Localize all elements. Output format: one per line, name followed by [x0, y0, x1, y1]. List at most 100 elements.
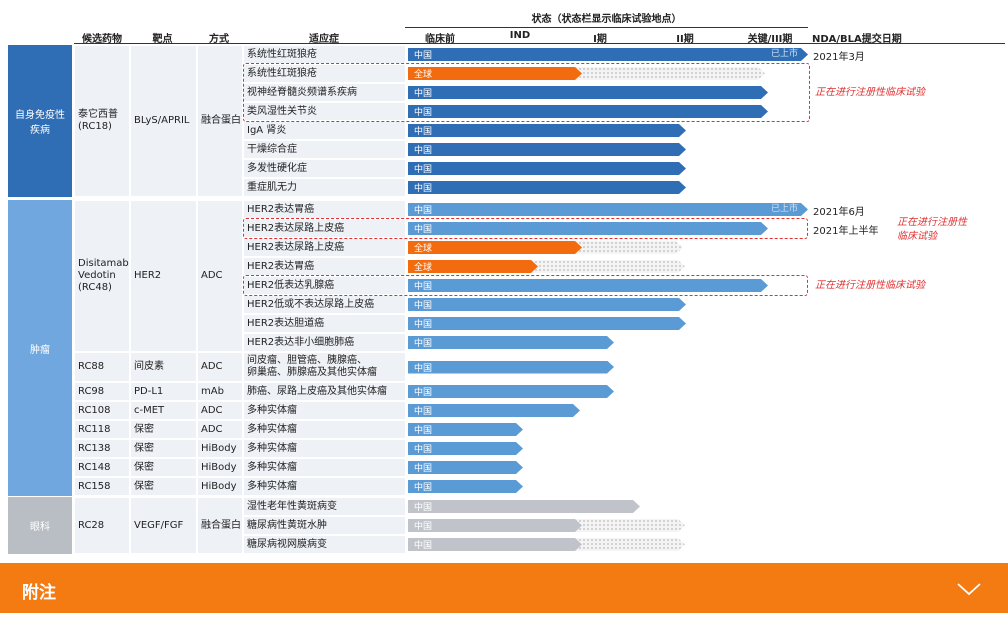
highlight-box: [243, 275, 808, 296]
footer-title: 附注: [22, 583, 56, 603]
indication-cell: IgA 肾炎: [243, 121, 406, 140]
area-box: 眼科: [8, 497, 72, 554]
nda-title: NDA/BLA提交日期: [812, 34, 902, 45]
progress-bar: 中国: [408, 538, 582, 551]
drug-cell: Disitamab Vedotin (RC48): [74, 200, 130, 352]
indication-cell: 湿性老年性黄斑病变: [243, 497, 406, 516]
progress-bar: 中国: [408, 404, 580, 417]
progress-bar: 中国: [408, 181, 686, 194]
indication-cell: 多发性硬化症: [243, 159, 406, 178]
progress-bar: 中国: [408, 480, 523, 493]
indication-cell: 多种实体瘤: [243, 477, 406, 496]
progress-bar: 中国: [408, 385, 614, 398]
target-cell: HER2: [130, 200, 197, 352]
status-label: 已上市: [770, 204, 798, 214]
indication-cell: 多种实体瘤: [243, 458, 406, 477]
progress-bar: 中国: [408, 279, 768, 292]
column-header: 候选药物: [82, 34, 122, 45]
status-title: 状态（状态栏显示临床试验地点）: [531, 14, 682, 25]
drug-cell: RC108: [74, 401, 130, 420]
modality-cell: mAb: [197, 382, 243, 401]
highlight-box: [243, 218, 808, 239]
indication-cell: 间皮瘤、胆管癌、胰腺癌、 卵巢癌、肺腺癌及其他实体瘤: [243, 352, 406, 382]
stage-label: I期: [593, 34, 607, 45]
drug-cell: RC118: [74, 420, 130, 439]
indication-cell: 重症肌无力: [243, 178, 406, 197]
stage-label: II期: [676, 34, 694, 45]
planned-extension: [574, 67, 765, 80]
column-header: 方式: [209, 34, 229, 45]
modality-cell: 融合蛋白: [197, 497, 243, 554]
indication-cell: 肺癌、尿路上皮癌及其他实体瘤: [243, 382, 406, 401]
nda-date: 2021年6月: [813, 207, 865, 218]
modality-cell: HiBody: [197, 477, 243, 496]
note-text: 正在进行注册性临床试验: [815, 279, 925, 291]
header-rule: [74, 43, 1005, 44]
modality-cell: ADC: [197, 352, 243, 382]
drug-cell: RC98: [74, 382, 130, 401]
highlight-box: [243, 63, 810, 122]
indication-cell: 糖尿病视网膜病变: [243, 535, 406, 554]
indication-cell: HER2表达胃癌: [243, 200, 406, 219]
planned-extension: [574, 241, 683, 254]
indication-cell: 系统性红斑狼疮: [243, 45, 406, 64]
indication-cell: 干燥综合症: [243, 140, 406, 159]
header-rule: [405, 27, 808, 28]
progress-bar: 中国: [408, 162, 686, 175]
indication-cell: 糖尿病性黄斑水肿: [243, 516, 406, 535]
modality-cell: HiBody: [197, 439, 243, 458]
modality-cell: HiBody: [197, 458, 243, 477]
drug-cell: RC158: [74, 477, 130, 496]
drug-cell: RC88: [74, 352, 130, 382]
note-text: 正在进行注册性临床试验: [815, 86, 925, 98]
status-label: 已上市: [770, 49, 798, 59]
progress-bar: 全球: [408, 260, 538, 273]
drug-cell: RC138: [74, 439, 130, 458]
footer-bar[interactable]: 附注: [0, 563, 1008, 613]
target-cell: c-MET: [130, 401, 197, 420]
indication-cell: HER2表达尿路上皮癌: [243, 238, 406, 257]
progress-bar: 中国: [408, 442, 523, 455]
progress-bar: 中国: [408, 105, 768, 118]
column-header: 适应症: [309, 34, 339, 45]
progress-bar: 中国: [408, 423, 523, 436]
column-header: 靶点: [152, 34, 173, 45]
progress-bar: 全球: [408, 241, 582, 254]
target-cell: VEGF/FGF: [130, 497, 197, 554]
stage-label: 关键/III期: [747, 34, 793, 45]
area-box: 肿瘤: [8, 200, 72, 496]
progress-bar: 中国: [408, 143, 686, 156]
progress-bar: 中国: [408, 500, 640, 513]
stage-label: 临床前: [425, 34, 455, 45]
target-cell: 保密: [130, 458, 197, 477]
target-cell: 间皮素: [130, 352, 197, 382]
progress-bar: 中国: [408, 361, 614, 374]
progress-bar: 全球: [408, 67, 582, 80]
indication-cell: HER2低表达乳腺癌: [243, 276, 406, 295]
target-cell: 保密: [130, 477, 197, 496]
drug-cell: RC148: [74, 458, 130, 477]
modality-cell: 融合蛋白: [197, 45, 243, 197]
drug-cell: RC28: [74, 497, 130, 554]
progress-bar: 中国: [408, 222, 768, 235]
indication-cell: 多种实体瘤: [243, 401, 406, 420]
modality-cell: ADC: [197, 420, 243, 439]
target-cell: PD-L1: [130, 382, 197, 401]
progress-bar: 中国: [408, 298, 686, 311]
progress-bar: 中国: [408, 336, 614, 349]
modality-cell: ADC: [197, 401, 243, 420]
nda-date: 2021年3月: [813, 52, 865, 63]
progress-bar: 中国: [408, 48, 808, 61]
drug-cell: 泰它西普 (RC18): [74, 45, 130, 197]
progress-bar: 中国: [408, 461, 523, 474]
target-cell: BLyS/APRIL: [130, 45, 197, 197]
note-text: 正在进行注册性 临床试验: [897, 216, 967, 242]
planned-extension: [574, 519, 685, 532]
progress-bar: 中国: [408, 203, 808, 216]
progress-bar: 中国: [408, 317, 686, 330]
indication-cell: HER2低或不表达尿路上皮癌: [243, 295, 406, 314]
progress-bar: 中国: [408, 519, 582, 532]
planned-extension: [530, 260, 685, 273]
target-cell: 保密: [130, 420, 197, 439]
